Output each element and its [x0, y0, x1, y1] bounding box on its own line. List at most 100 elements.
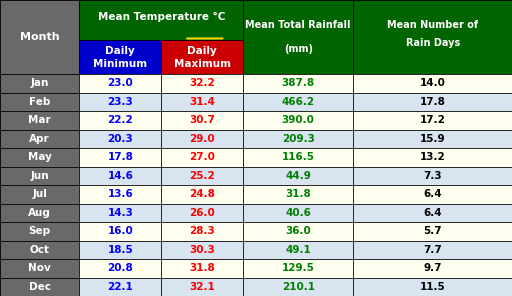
- Bar: [79, 111, 161, 130]
- Bar: [0, 93, 79, 111]
- Bar: [0, 130, 79, 148]
- Bar: [353, 185, 512, 204]
- Text: 14.3: 14.3: [108, 208, 133, 218]
- Text: 30.3: 30.3: [189, 245, 215, 255]
- Bar: [0, 222, 79, 240]
- Text: 6.4: 6.4: [423, 208, 442, 218]
- Text: 7.3: 7.3: [423, 171, 442, 181]
- Bar: [79, 204, 161, 222]
- Bar: [353, 166, 512, 185]
- Text: 32.2: 32.2: [189, 78, 215, 88]
- Text: Mean Total Rainfall: Mean Total Rainfall: [245, 20, 351, 30]
- Bar: [0, 185, 79, 204]
- Text: 209.3: 209.3: [282, 134, 315, 144]
- Bar: [243, 130, 353, 148]
- Text: 18.5: 18.5: [108, 245, 133, 255]
- Text: 32.1: 32.1: [189, 282, 215, 292]
- Text: 31.8: 31.8: [189, 263, 215, 273]
- Bar: [0, 278, 79, 296]
- Text: 13.6: 13.6: [108, 189, 133, 199]
- Text: Mean Number of: Mean Number of: [387, 20, 478, 30]
- Bar: [243, 148, 353, 166]
- Text: Rain Days: Rain Days: [406, 38, 460, 48]
- Text: 7.7: 7.7: [423, 245, 442, 255]
- Bar: [353, 222, 512, 240]
- Text: 466.2: 466.2: [282, 97, 315, 107]
- Text: 129.5: 129.5: [282, 263, 315, 273]
- Text: 23.3: 23.3: [108, 97, 133, 107]
- Text: 9.7: 9.7: [423, 263, 442, 273]
- Text: 49.1: 49.1: [285, 245, 311, 255]
- Bar: [161, 240, 243, 259]
- Bar: [243, 74, 353, 93]
- Text: Daily: Daily: [187, 46, 217, 56]
- Bar: [161, 222, 243, 240]
- Bar: [243, 240, 353, 259]
- Bar: [0, 166, 79, 185]
- Bar: [243, 278, 353, 296]
- Bar: [243, 222, 353, 240]
- Bar: [79, 130, 161, 148]
- Text: Minimum: Minimum: [93, 59, 147, 69]
- Bar: [79, 148, 161, 166]
- Text: 24.8: 24.8: [189, 189, 215, 199]
- Bar: [353, 240, 512, 259]
- Text: 31.8: 31.8: [285, 189, 311, 199]
- Text: May: May: [28, 152, 52, 162]
- Bar: [79, 222, 161, 240]
- Bar: [161, 130, 243, 148]
- Bar: [353, 74, 512, 93]
- Bar: [353, 259, 512, 278]
- Text: 116.5: 116.5: [282, 152, 315, 162]
- Bar: [243, 204, 353, 222]
- Text: 27.0: 27.0: [189, 152, 215, 162]
- Bar: [161, 93, 243, 111]
- Text: 25.2: 25.2: [189, 171, 215, 181]
- Bar: [0, 74, 79, 93]
- Text: 30.7: 30.7: [189, 115, 215, 125]
- Text: 14.6: 14.6: [108, 171, 133, 181]
- Text: 387.8: 387.8: [282, 78, 315, 88]
- Bar: [353, 0, 512, 74]
- Bar: [243, 111, 353, 130]
- Bar: [79, 74, 161, 93]
- Bar: [161, 204, 243, 222]
- Bar: [353, 93, 512, 111]
- Bar: [0, 0, 79, 74]
- Text: 17.8: 17.8: [108, 152, 133, 162]
- Text: Sep: Sep: [29, 226, 51, 236]
- Text: Apr: Apr: [29, 134, 50, 144]
- Bar: [0, 111, 79, 130]
- Bar: [161, 166, 243, 185]
- Bar: [161, 259, 243, 278]
- Bar: [161, 185, 243, 204]
- Text: 22.1: 22.1: [108, 282, 133, 292]
- Bar: [0, 148, 79, 166]
- Bar: [0, 259, 79, 278]
- Bar: [353, 111, 512, 130]
- Bar: [79, 278, 161, 296]
- Bar: [79, 0, 243, 40]
- Text: 23.0: 23.0: [108, 78, 133, 88]
- Text: Jul: Jul: [32, 189, 47, 199]
- Text: 28.3: 28.3: [189, 226, 215, 236]
- Text: Nov: Nov: [28, 263, 51, 273]
- Text: 17.2: 17.2: [420, 115, 445, 125]
- Bar: [161, 40, 243, 74]
- Text: 390.0: 390.0: [282, 115, 315, 125]
- Text: Month: Month: [20, 32, 59, 42]
- Text: Oct: Oct: [30, 245, 50, 255]
- Text: Jan: Jan: [31, 78, 49, 88]
- Bar: [243, 185, 353, 204]
- Bar: [79, 93, 161, 111]
- Text: Mar: Mar: [28, 115, 51, 125]
- Text: 15.9: 15.9: [420, 134, 445, 144]
- Bar: [161, 148, 243, 166]
- Bar: [161, 111, 243, 130]
- Text: 44.9: 44.9: [285, 171, 311, 181]
- Text: 17.8: 17.8: [420, 97, 445, 107]
- Bar: [353, 130, 512, 148]
- Text: 36.0: 36.0: [285, 226, 311, 236]
- Bar: [243, 0, 353, 74]
- Text: Aug: Aug: [28, 208, 51, 218]
